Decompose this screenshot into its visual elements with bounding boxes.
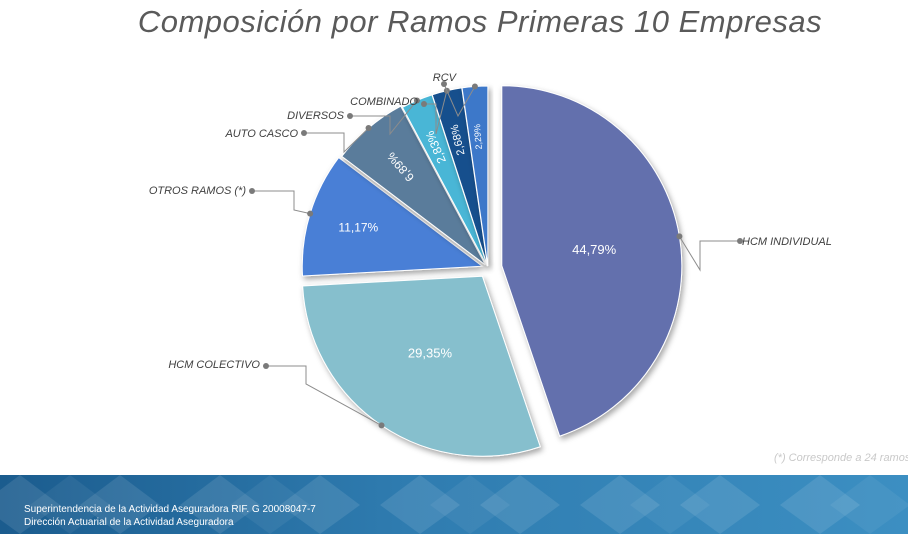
footnote: (*) Corresponde a 24 ramos xyxy=(774,452,908,464)
percent-label-rcv: 2,29% xyxy=(472,124,484,150)
leader-dot-hcm-individual-0 xyxy=(676,233,683,240)
leader-dot-auto-casco-0 xyxy=(365,125,372,132)
leader-dot-hcm-colectivo-0 xyxy=(378,422,385,429)
footer-line-2: Dirección Actuarial de la Actividad Aseg… xyxy=(24,517,234,528)
category-labels: HCM INDIVIDUAL HCM COLECTIVO OTROS RAMOS (… xyxy=(149,72,832,371)
leader-line-hcm-colectivo xyxy=(266,365,382,426)
pie-slice-hcm-colectivo xyxy=(302,275,541,457)
leader-dot-diversos-0 xyxy=(413,97,420,104)
category-label-hcm-individual: HCM INDIVIDUAL xyxy=(742,236,832,248)
leader-dot-diversos-1 xyxy=(347,113,353,119)
percent-label-otros-ramos: 11,17% xyxy=(338,221,378,235)
leader-line-otros-ramos xyxy=(252,190,311,215)
leader-dot-otros-ramos-1 xyxy=(249,188,255,194)
percent-label-hcm-individual: 44,79% xyxy=(572,242,617,257)
pie-slice-hcm-individual xyxy=(501,85,683,437)
category-label-otros-ramos: OTROS RAMOS (*) xyxy=(149,185,247,197)
leader-line-diversos xyxy=(350,100,418,136)
leader-line-rcv xyxy=(443,83,476,118)
leader-dot-rcv-0 xyxy=(471,83,478,90)
footer-banner: Superintendencia de la Actividad Asegura… xyxy=(0,475,908,534)
leader-line-auto-casco xyxy=(304,127,369,154)
category-label-rcv: RCV xyxy=(433,72,458,84)
leader-dot-combinado-1 xyxy=(421,101,427,107)
category-label-hcm-colectivo: HCM COLECTIVO xyxy=(168,359,260,371)
leader-dot-hcm-colectivo-1 xyxy=(263,363,269,369)
footer-line-1: Superintendencia de la Actividad Asegura… xyxy=(24,504,316,515)
leader-dot-rcv-1 xyxy=(441,81,447,87)
leader-line-hcm-individual xyxy=(678,236,740,272)
leader-dot-auto-casco-1 xyxy=(301,130,307,136)
category-label-diversos: DIVERSOS xyxy=(287,110,345,122)
leader-dot-hcm-individual-1 xyxy=(737,238,743,244)
percent-label-hcm-colectivo: 29,35% xyxy=(408,345,453,360)
pie-chart: 44,79%29,35%11,17%6,89%2,83% 2,68% 2,29% H… xyxy=(149,72,832,457)
pie-slices xyxy=(301,85,683,457)
footer-pattern xyxy=(0,475,908,534)
category-label-auto-casco: AUTO CASCO xyxy=(224,128,298,140)
chart-title: Composición por Ramos Primeras 10 Empres… xyxy=(137,4,823,39)
leader-dot-otros-ramos-0 xyxy=(307,210,314,217)
leader-lines xyxy=(249,81,743,429)
leader-line-combinado xyxy=(424,90,448,135)
footer-text: Superintendencia de la Actividad Asegura… xyxy=(24,503,316,529)
category-label-combinado: COMBINADO xyxy=(350,96,418,108)
